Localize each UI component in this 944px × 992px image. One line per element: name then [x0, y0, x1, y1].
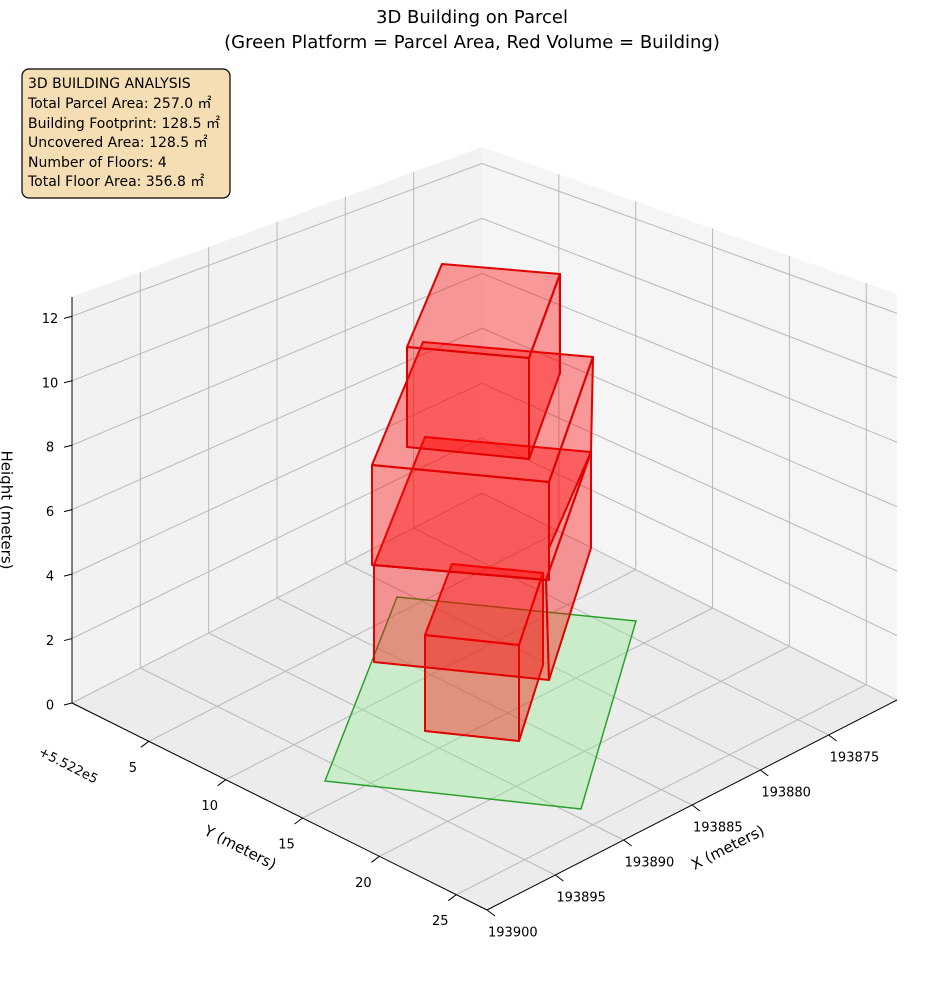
grid-line — [481, 437, 898, 637]
right-pane — [482, 147, 897, 700]
x-tick — [828, 734, 837, 742]
annotation-line: Total Floor Area: 356.8 ㎡ — [27, 174, 204, 190]
x-tick-label: 193900 — [488, 926, 538, 941]
building — [371, 263, 594, 742]
z-tick-label: 2 — [46, 634, 54, 649]
x-tick-label: 193890 — [625, 856, 675, 871]
grid-line — [225, 569, 636, 781]
grid-line — [481, 382, 898, 572]
box-face — [373, 564, 550, 681]
annotation-line: Uncovered Area: 128.5 ㎡ — [28, 135, 208, 151]
grid-line — [71, 492, 483, 704]
chart-title: 3D Building on Parcel — [376, 7, 568, 28]
x-tick-label: 193880 — [761, 786, 811, 801]
grid-line — [481, 217, 898, 379]
grid-line — [413, 527, 829, 736]
y-tick-label: 5 — [129, 761, 137, 776]
grid-line — [71, 163, 483, 317]
x-axis-line — [486, 699, 898, 911]
annotation-line: Building Footprint: 128.5 ㎡ — [28, 116, 220, 132]
x-tick — [555, 874, 564, 882]
grid-line — [276, 597, 693, 806]
annotation-line: Number of Floors: 4 — [28, 155, 167, 171]
grid-line — [302, 607, 713, 819]
y-axis-label: Y (meters) — [200, 821, 279, 873]
grid-line — [140, 667, 556, 876]
grid-line — [71, 217, 483, 382]
z-axis-label: Height (meters) — [0, 451, 16, 570]
z-tick — [63, 638, 73, 642]
y-offset-label: +5.522e5 — [36, 745, 100, 788]
chart-subtitle: (Green Platform = Parcel Area, Red Volum… — [224, 32, 720, 53]
box-face — [518, 572, 544, 742]
grid-line — [481, 163, 898, 314]
x-tick-label: 193875 — [830, 751, 880, 766]
y-tick — [447, 894, 457, 902]
z-tick-label: 0 — [46, 699, 54, 714]
grid-line — [481, 492, 898, 701]
y-tick-label: 10 — [201, 799, 218, 814]
y-tick-label: 15 — [278, 838, 295, 853]
z-tick-label: 10 — [42, 376, 59, 391]
z-tick-label: 6 — [46, 505, 54, 520]
z-tick-label: 4 — [46, 570, 54, 585]
annotation-title: 3D BUILDING ANALYSIS — [28, 76, 191, 92]
annotation-box — [21, 68, 231, 199]
y-tick-label: 20 — [355, 876, 372, 891]
annotation: 3D BUILDING ANALYSIS Total Parcel Area: … — [21, 68, 231, 199]
y-tick — [140, 740, 150, 748]
box-face — [528, 273, 561, 460]
box-face — [548, 356, 594, 549]
y-axis-line — [71, 702, 488, 911]
grid-line — [71, 272, 483, 446]
z-tick — [63, 444, 73, 448]
box-face — [545, 451, 592, 681]
grid-line — [148, 530, 560, 742]
z-tick — [63, 573, 73, 577]
axes: 193875 193880 193885 193890 193895 193900 5 10 1… — [42, 297, 898, 941]
grid-line — [71, 382, 483, 575]
grid-line — [71, 327, 483, 511]
y-tick — [217, 779, 227, 787]
z-tick-label: 8 — [46, 441, 54, 456]
x-tick-label: 193895 — [556, 891, 606, 906]
grid-line — [379, 645, 790, 857]
z-tick — [63, 315, 73, 319]
z-tick — [63, 380, 73, 384]
grid-line — [481, 272, 898, 443]
y-tick-label: 25 — [432, 914, 449, 929]
y-tick — [294, 817, 303, 825]
x-tick — [691, 804, 701, 812]
grid-line — [481, 327, 898, 508]
annotation-line: Total Parcel Area: 257.0 ㎡ — [27, 96, 212, 112]
z-tick-label: 12 — [42, 312, 59, 327]
y-tick — [371, 855, 380, 863]
z-tick — [63, 702, 73, 706]
grid-line — [456, 684, 867, 896]
x-tick — [486, 909, 496, 917]
box-face — [371, 464, 550, 581]
box-face — [406, 346, 530, 460]
z-tick — [63, 509, 73, 513]
x-tick — [623, 839, 632, 847]
grid-line — [71, 437, 483, 640]
x-tick — [760, 769, 769, 777]
x-tick-label: 193885 — [693, 821, 743, 836]
